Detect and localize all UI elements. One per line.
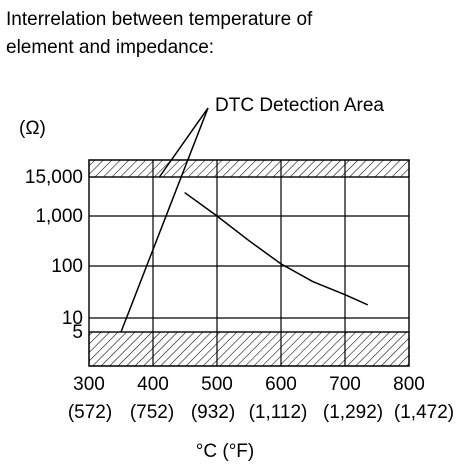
y-tick-label-1000: 1,000: [35, 206, 83, 227]
x-axis-label: °C (°F): [196, 441, 254, 462]
x-tick-label-c-500: 500: [201, 374, 233, 395]
y-tick-label-100: 100: [51, 256, 83, 277]
curve-point-3: [248, 240, 250, 242]
x-tick-label-c-400: 400: [137, 374, 169, 395]
curve-point-5: [312, 281, 314, 283]
curve-point-4: [280, 263, 282, 265]
x-tick-label-f-300: (572): [68, 402, 112, 423]
x-tick-label-f-700: (1,292): [323, 402, 383, 423]
curve-point-6: [344, 294, 346, 296]
x-tick-label-c-700: 700: [329, 374, 361, 395]
detection-area-band-2: [88, 331, 410, 367]
y-tick-label-15000: 15,000: [25, 167, 83, 188]
x-tick-label-c-600: 600: [265, 374, 297, 395]
annotation-label: DTC Detection Area: [215, 95, 384, 116]
y-axis-label: (Ω): [19, 118, 46, 139]
detection-area-band-1: [88, 159, 410, 178]
y-tick-label-5: 5: [72, 322, 83, 343]
curve-point-2: [216, 215, 218, 217]
x-tick-label-f-600: (1,112): [249, 402, 308, 423]
curve-point-7: [366, 304, 368, 306]
y-tick-label-10: 10: [62, 308, 83, 329]
title-line-1: Interrelation between temperature of: [6, 9, 313, 30]
x-tick-label-c-300: 300: [73, 374, 105, 395]
impedance-curve: [184, 192, 368, 306]
annotation-leader-1: [158, 107, 209, 178]
title-line-2: element and impedance:: [6, 37, 214, 58]
annotation-leader-2: [120, 107, 209, 333]
x-tick-label-c-800: 800: [393, 374, 425, 395]
curve-point-1: [184, 192, 186, 194]
plot-frame: [88, 159, 410, 367]
x-tick-label-f-400: (752): [130, 402, 174, 423]
x-tick-label-f-500: (932): [191, 402, 235, 423]
x-tick-label-f-800: (1,472): [394, 402, 454, 423]
